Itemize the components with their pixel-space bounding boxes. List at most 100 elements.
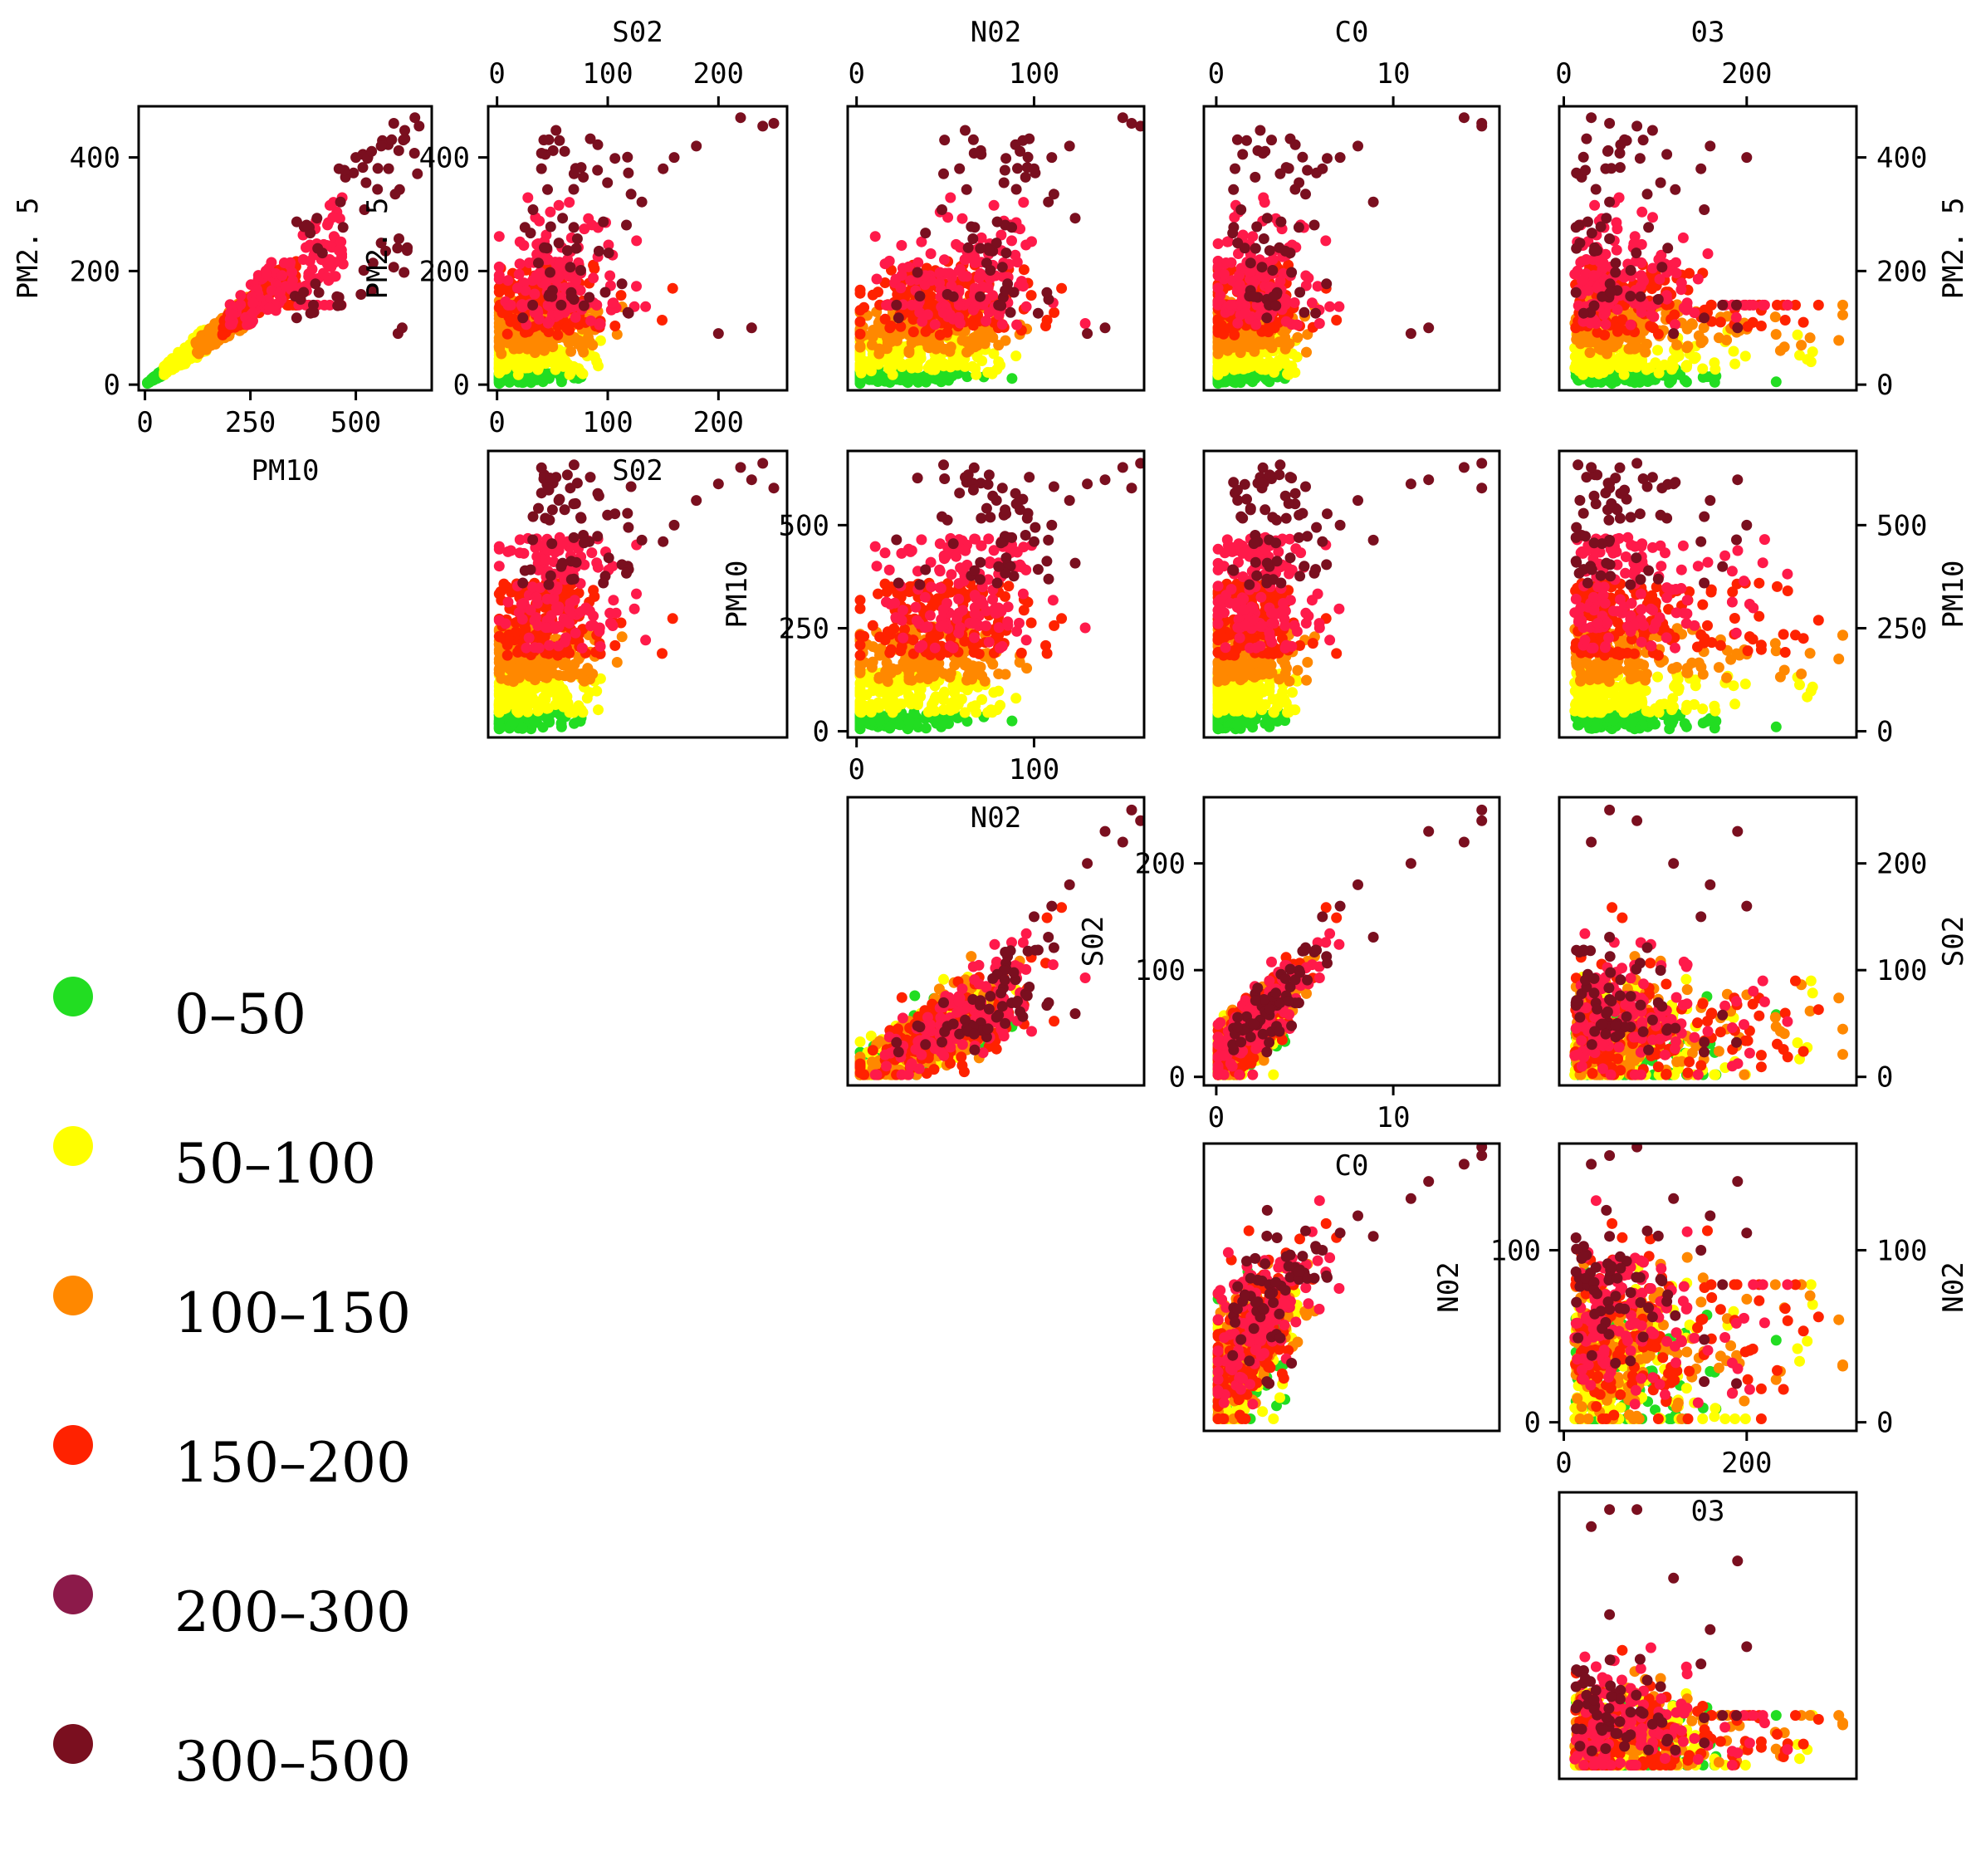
data-point xyxy=(1245,341,1257,353)
data-point xyxy=(521,352,533,363)
top-axis-label: 03 xyxy=(1691,16,1725,49)
data-point xyxy=(1099,322,1111,334)
data-point xyxy=(550,602,562,614)
data-point xyxy=(1015,145,1026,157)
data-point xyxy=(968,148,980,159)
data-point xyxy=(1587,358,1598,370)
data-point xyxy=(532,307,544,319)
data-point xyxy=(565,262,576,273)
x-tick-label: 0 xyxy=(136,406,153,439)
data-point xyxy=(180,356,192,368)
data-point xyxy=(545,473,555,484)
data-point xyxy=(1637,135,1649,146)
right-y-tick-label: 0 xyxy=(1876,369,1893,402)
data-point xyxy=(496,348,507,360)
data-point xyxy=(276,270,288,282)
data-point xyxy=(976,232,987,243)
point-layer xyxy=(493,458,780,735)
data-point xyxy=(1681,297,1693,309)
data-point xyxy=(247,307,259,319)
data-point xyxy=(1117,112,1128,124)
data-point xyxy=(1697,363,1709,375)
data-point xyxy=(1699,204,1710,215)
data-point xyxy=(332,300,344,311)
data-point xyxy=(1709,376,1720,388)
data-point xyxy=(1010,249,1021,261)
data-point xyxy=(1670,184,1681,195)
data-point xyxy=(953,265,965,277)
point-layer xyxy=(1569,112,1848,389)
top-x-tick-label: 10 xyxy=(1377,57,1411,91)
data-point xyxy=(903,347,915,359)
data-point xyxy=(493,273,505,285)
data-point xyxy=(591,685,603,697)
data-point xyxy=(557,557,569,569)
data-point xyxy=(493,317,505,329)
y-tick-label: 0 xyxy=(453,369,470,402)
data-point xyxy=(920,722,932,734)
data-point xyxy=(1010,350,1022,362)
data-point xyxy=(533,362,545,374)
data-point xyxy=(500,618,511,629)
data-point xyxy=(1219,268,1230,280)
panel-frame xyxy=(846,105,1146,392)
data-point xyxy=(1250,319,1262,331)
x-axis-label: S02 xyxy=(612,454,663,487)
data-point xyxy=(1017,281,1029,292)
data-point xyxy=(938,168,949,179)
data-point xyxy=(1279,245,1291,257)
data-point xyxy=(1571,242,1582,254)
data-point xyxy=(308,299,319,311)
data-point xyxy=(1258,233,1269,244)
data-point xyxy=(380,245,391,257)
data-point xyxy=(1631,247,1642,259)
data-point xyxy=(1577,151,1589,163)
data-point xyxy=(1277,352,1289,364)
data-point xyxy=(636,534,648,546)
data-point xyxy=(746,474,757,486)
data-point xyxy=(967,233,979,244)
data-point xyxy=(593,490,604,502)
data-point xyxy=(536,163,547,174)
data-point xyxy=(1266,135,1277,146)
top-x-tick-label: 200 xyxy=(693,57,744,91)
data-point xyxy=(616,631,628,643)
data-point xyxy=(906,299,917,311)
data-point xyxy=(331,291,343,302)
data-point xyxy=(623,307,634,319)
data-point xyxy=(577,368,589,380)
data-point xyxy=(608,297,619,309)
data-point xyxy=(993,356,1005,368)
data-point xyxy=(588,610,599,622)
data-point xyxy=(1324,301,1336,312)
data-point xyxy=(357,162,369,174)
data-point xyxy=(1020,239,1032,251)
data-point xyxy=(496,307,508,318)
data-point xyxy=(553,272,565,283)
data-point xyxy=(161,365,173,377)
data-point xyxy=(546,538,558,550)
right-y-tick-label: 200 xyxy=(1876,255,1927,288)
data-point xyxy=(1006,235,1017,247)
data-point xyxy=(335,236,347,247)
data-point xyxy=(891,299,902,311)
data-point xyxy=(1661,290,1672,301)
data-point xyxy=(1297,151,1308,163)
data-point xyxy=(1302,164,1313,176)
data-point xyxy=(920,228,932,239)
data-point xyxy=(493,541,505,552)
data-point xyxy=(1656,249,1667,261)
data-point xyxy=(1606,163,1617,174)
data-point xyxy=(502,275,514,287)
data-point xyxy=(895,282,907,294)
data-point xyxy=(291,312,302,324)
data-point xyxy=(516,599,527,610)
data-point xyxy=(1576,350,1587,361)
data-point xyxy=(914,291,926,302)
data-point xyxy=(409,112,421,124)
data-point xyxy=(337,258,349,270)
data-point xyxy=(945,192,956,203)
data-point xyxy=(622,507,633,519)
data-point xyxy=(502,337,514,349)
data-point xyxy=(1647,262,1659,274)
